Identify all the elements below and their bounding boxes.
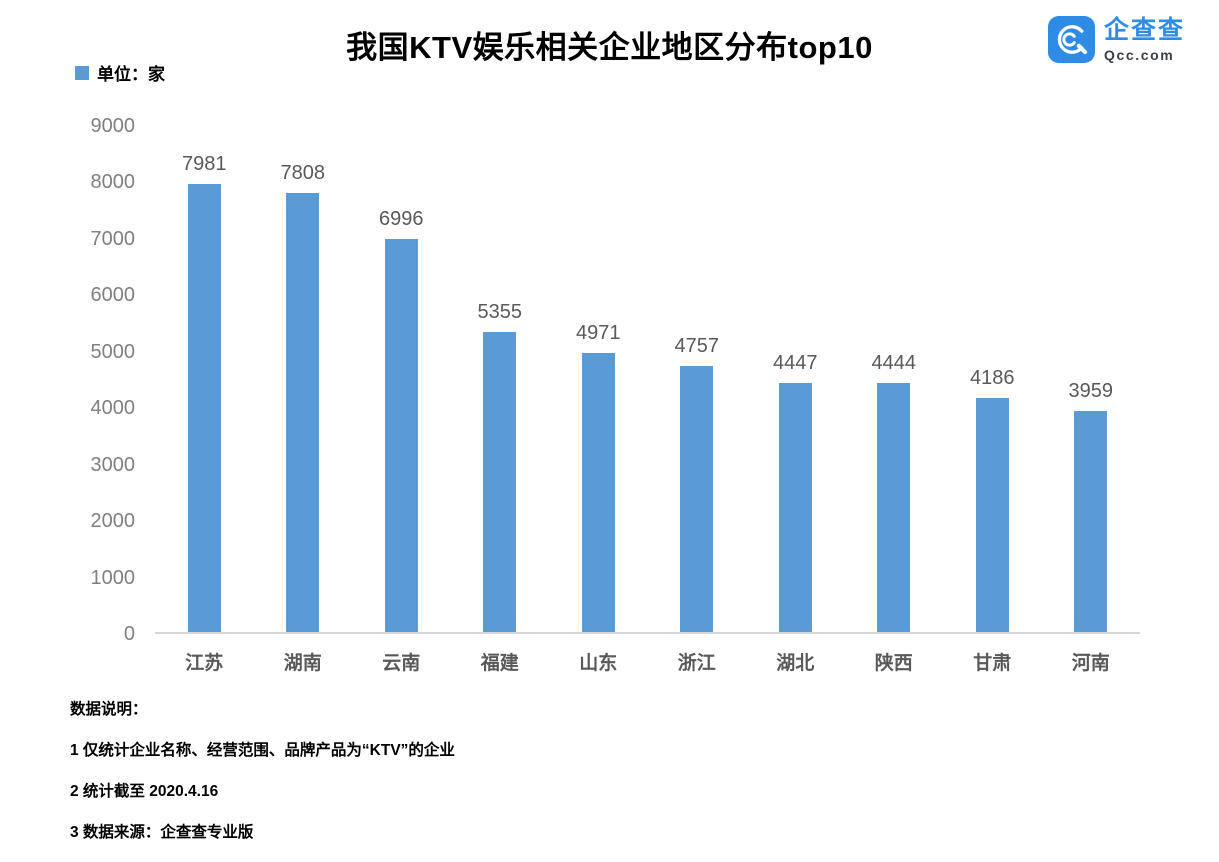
x-axis-category-label: 湖南 — [283, 653, 322, 674]
bar-slot: 4971 — [549, 126, 648, 634]
x-axis-line — [155, 632, 1140, 634]
x-axis-category-label: 甘肃 — [973, 653, 1012, 674]
qcc-logo-icon — [1047, 16, 1095, 63]
y-axis-tick-label: 8000 — [90, 171, 136, 194]
bar — [187, 183, 221, 634]
bar-slot: 6996 — [352, 126, 451, 634]
qcc-domain: Qcc.com — [1103, 46, 1175, 63]
y-axis-tick-label: 3000 — [90, 453, 136, 476]
bar — [384, 239, 418, 634]
chart-legend: 单位：家 — [75, 60, 165, 85]
bar-value-label: 5355 — [477, 300, 523, 323]
bar-slot: 4186 — [943, 126, 1042, 634]
footnote-item: 3 数据来源：企查查专业版 — [70, 824, 254, 841]
bar — [1074, 410, 1108, 634]
y-axis-tick-label: 7000 — [90, 227, 136, 250]
bar — [975, 397, 1009, 634]
y-axis-tick-label: 5000 — [90, 340, 136, 363]
bar — [483, 331, 517, 634]
bar-value-label: 4444 — [871, 352, 917, 375]
bar-value-label: 4186 — [970, 366, 1015, 389]
bars-row: 7981 7808 6996 5355 4971 4757 4447 4444 4186 3959 — [155, 126, 1140, 634]
y-axis-tick-label: 0 — [123, 623, 135, 645]
bar-slot: 4757 — [648, 126, 747, 634]
legend-color-swatch — [75, 65, 89, 80]
bar-slot: 3959 — [1042, 126, 1141, 634]
qcc-logo-text: 企查查 Qcc.com — [1103, 15, 1185, 63]
x-axis-category-label: 陕西 — [874, 653, 913, 674]
y-axis-tick-label: 4000 — [90, 397, 136, 420]
qcc-brand-name: 企查查 — [1103, 15, 1185, 44]
y-axis-tick-label: 2000 — [90, 510, 136, 533]
footnote-item: 2 统计截至 2020.4.16 — [70, 783, 219, 800]
bar-value-label: 3959 — [1068, 379, 1114, 402]
bar — [877, 383, 911, 634]
y-axis-tick-label: 1000 — [90, 566, 136, 589]
bar-slot: 4444 — [845, 126, 944, 634]
bar — [581, 353, 615, 634]
x-axis-category-label: 云南 — [382, 653, 421, 674]
bar-value-label: 4757 — [674, 334, 720, 357]
footnote-item: 1 仅统计企业名称、经营范围、品牌产品为“KTV”的企业 — [70, 742, 455, 759]
x-axis-category-label: 山东 — [579, 653, 618, 674]
bar-slot: 5355 — [451, 126, 550, 634]
x-axis-labels: 江苏 湖南 云南 福建 山东 浙江 湖北 陕西 甘肃 河南 — [155, 648, 1140, 675]
y-axis-tick-label: 6000 — [90, 284, 136, 307]
y-axis-tick-label: 9000 — [90, 115, 136, 137]
bar-slot: 7808 — [254, 126, 353, 634]
bar-value-label: 4971 — [576, 322, 621, 345]
bar — [680, 365, 714, 634]
bar-value-label: 7808 — [280, 162, 326, 185]
bar — [286, 193, 320, 634]
bar-slot: 4447 — [746, 126, 845, 634]
x-axis-category-label: 浙江 — [677, 653, 716, 674]
bar-slot: 7981 — [155, 126, 254, 634]
bar-value-label: 6996 — [379, 208, 424, 231]
bar-value-label: 7981 — [182, 152, 227, 175]
footnotes: 数据说明： 1 仅统计企业名称、经营范围、品牌产品为“KTV”的企业 2 统计截… — [70, 698, 455, 862]
chart-title: 我国KTV娱乐相关企业地区分布top10 — [346, 30, 873, 65]
bar — [778, 383, 812, 634]
qcc-logo: 企查查 Qcc.com — [1047, 15, 1185, 63]
x-axis-category-label: 河南 — [1071, 653, 1110, 674]
legend-unit-label: 单位：家 — [97, 65, 165, 84]
x-axis-category-label: 江苏 — [185, 653, 224, 674]
bar-value-label: 4447 — [773, 352, 818, 374]
x-axis-category-label: 福建 — [480, 653, 519, 674]
y-axis-ticks: 0 1000 2000 3000 4000 5000 6000 7000 8000 9000 — [0, 0, 136, 854]
footnotes-heading: 数据说明： — [70, 701, 148, 718]
x-axis-category-label: 湖北 — [776, 653, 815, 674]
